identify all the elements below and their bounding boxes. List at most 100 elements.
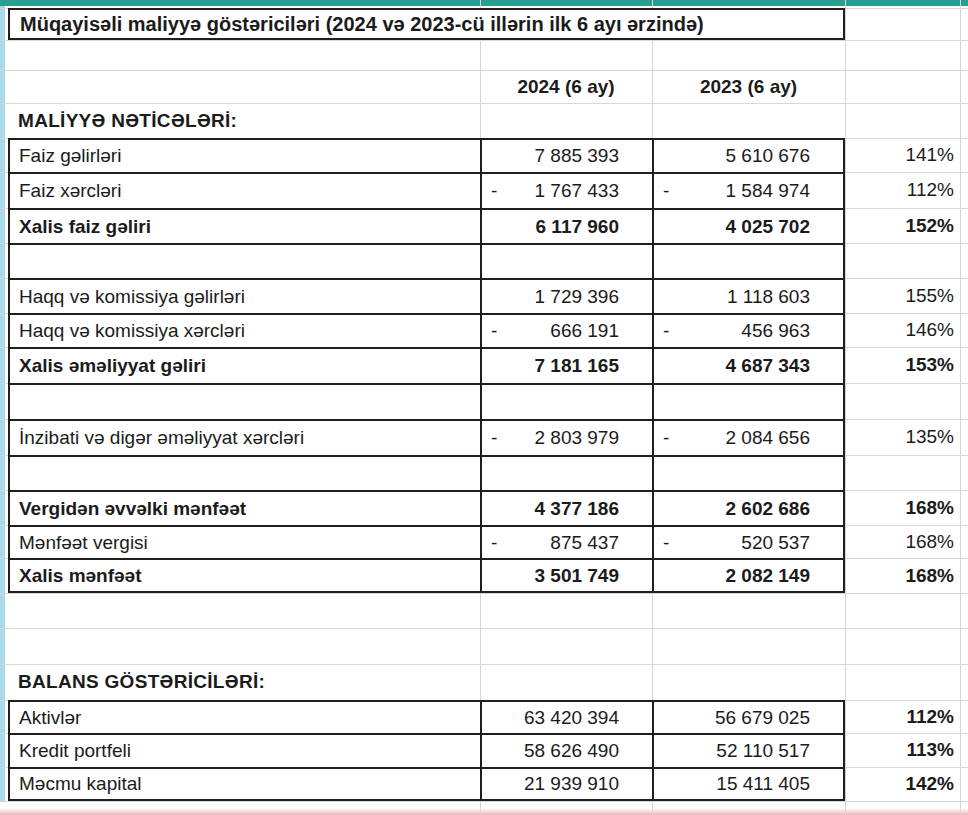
value-text: 4 687 343 xyxy=(725,355,810,377)
cell-2023-value[interactable]: 1 118 603 xyxy=(652,278,845,313)
column-header-2023[interactable]: 2023 (6 ay) xyxy=(652,70,845,103)
minus-sign: - xyxy=(491,180,497,202)
cell-label[interactable]: Xalis əməliyyat gəliri xyxy=(8,347,480,383)
value-text: 2 602 686 xyxy=(725,498,810,520)
value-text: 1 767 433 xyxy=(534,180,619,202)
value-text: 2 084 656 xyxy=(725,427,810,449)
cell-2023-value[interactable]: 2 602 686 xyxy=(652,490,845,525)
value-text: 7 181 165 xyxy=(534,355,619,377)
cell-percent[interactable]: 152% xyxy=(845,208,960,243)
bottom-edge-artifact xyxy=(0,808,968,815)
value-text: 456 963 xyxy=(741,320,810,342)
minus-sign: - xyxy=(491,320,497,342)
cell-percent[interactable]: 146% xyxy=(845,313,960,347)
cell-2023-value[interactable] xyxy=(652,383,845,419)
cell-label[interactable]: Aktivlər xyxy=(8,700,480,733)
cell-2023-value[interactable]: 4 025 702 xyxy=(652,208,845,243)
cell-2023-value[interactable]: 15 411 405 xyxy=(652,767,845,801)
cell-percent[interactable]: 168% xyxy=(845,558,960,593)
cell-label[interactable]: Məcmu kapital xyxy=(8,767,480,801)
cell-percent[interactable]: 113% xyxy=(845,733,960,767)
minus-sign: - xyxy=(663,427,669,449)
section-header[interactable]: BALANS GÖSTƏRİCİLƏRİ: xyxy=(8,664,680,700)
value-text: 56 679 025 xyxy=(715,707,810,729)
value-text: 7 885 393 xyxy=(534,145,619,167)
cell-2023-value[interactable] xyxy=(652,243,845,278)
cell-2023-value[interactable]: - 2 084 656 xyxy=(652,419,845,455)
cell-2024-value[interactable]: -875 437 xyxy=(480,525,652,558)
cell-percent[interactable]: 112% xyxy=(845,172,960,208)
minus-sign: - xyxy=(663,320,669,342)
cell-2024-value[interactable] xyxy=(480,455,652,490)
cell-2023-value[interactable] xyxy=(652,455,845,490)
minus-sign: - xyxy=(663,532,669,554)
cell-2024-value[interactable]: 3 501 749 xyxy=(480,558,652,593)
cell-2023-value[interactable]: 56 679 025 xyxy=(652,700,845,733)
gridline xyxy=(960,0,961,815)
value-text: 58 626 490 xyxy=(524,740,619,762)
table-title: Müqayisəli maliyyə göstəriciləri (2024 v… xyxy=(20,13,704,36)
value-text: 21 939 910 xyxy=(524,773,619,795)
cell-label[interactable] xyxy=(8,383,480,419)
cell-2023-value[interactable]: - 1 584 974 xyxy=(652,172,845,208)
cell-2024-value[interactable]: 63 420 394 xyxy=(480,700,652,733)
cell-2024-value[interactable]: 58 626 490 xyxy=(480,733,652,767)
cell-2024-value[interactable]: 7 181 165 xyxy=(480,347,652,383)
value-text: 52 110 517 xyxy=(716,740,810,762)
value-text: 15 411 405 xyxy=(716,773,810,795)
cell-label[interactable]: Xalis mənfəət xyxy=(8,558,480,593)
spreadsheet-view: Müqayisəli maliyyə göstəriciləri (2024 v… xyxy=(0,0,968,815)
table-title-cell[interactable]: Müqayisəli maliyyə göstəriciləri (2024 v… xyxy=(8,8,845,40)
cell-percent[interactable]: 153% xyxy=(845,347,960,383)
cell-label[interactable]: İnzibati və digər əməliyyat xərcləri xyxy=(8,419,480,455)
value-text: 1 118 603 xyxy=(727,286,810,308)
section-header[interactable]: MALİYYƏ NƏTİCƏLƏRİ: xyxy=(8,103,680,138)
cell-label[interactable]: Haqq və komissiya xərcləri xyxy=(8,313,480,347)
cell-2024-value[interactable] xyxy=(480,243,652,278)
cell-label[interactable] xyxy=(8,243,480,278)
cell-label[interactable]: Faiz gəlirləri xyxy=(8,138,480,172)
cell-2023-value[interactable]: 4 687 343 xyxy=(652,347,845,383)
cell-percent[interactable]: 112% xyxy=(845,700,960,733)
cell-2024-value[interactable]: - 2 803 979 xyxy=(480,419,652,455)
cell-percent[interactable]: 155% xyxy=(845,278,960,313)
cell-2024-value[interactable]: - 1 767 433 xyxy=(480,172,652,208)
cell-label[interactable] xyxy=(8,455,480,490)
cell-label[interactable]: Xalis faiz gəliri xyxy=(8,208,480,243)
cell-2023-value[interactable]: - 456 963 xyxy=(652,313,845,347)
cell-2024-value[interactable]: 6 117 960 xyxy=(480,208,652,243)
value-text: 1 584 974 xyxy=(725,180,810,202)
cell-2023-value[interactable]: 5 610 676 xyxy=(652,138,845,172)
minus-sign: - xyxy=(491,427,497,449)
cell-percent[interactable]: 135% xyxy=(845,419,960,455)
minus-sign: - xyxy=(491,532,497,554)
cell-2024-value[interactable]: -666 191 xyxy=(480,313,652,347)
cell-label[interactable]: Haqq və komissiya gəlirləri xyxy=(8,278,480,313)
value-text: 4 377 186 xyxy=(534,498,619,520)
cell-percent[interactable]: 168% xyxy=(845,490,960,525)
cell-label[interactable]: Mənfəət vergisi xyxy=(8,525,480,558)
cell-2024-value[interactable]: 1 729 396 xyxy=(480,278,652,313)
value-text: 6 117 960 xyxy=(536,216,619,238)
cell-percent[interactable]: 141% xyxy=(845,138,960,172)
value-text: 5 610 676 xyxy=(725,145,810,167)
cell-label[interactable]: Vergidən əvvəlki mənfəət xyxy=(8,490,480,525)
cell-2023-value[interactable]: 52 110 517 xyxy=(652,733,845,767)
minus-sign: - xyxy=(663,180,669,202)
value-text: 2 803 979 xyxy=(534,427,619,449)
cell-2023-value[interactable]: 2 082 149 xyxy=(652,558,845,593)
value-text: 63 420 394 xyxy=(524,707,619,729)
cell-label[interactable]: Faiz xərcləri xyxy=(8,172,480,208)
value-text: 3 501 749 xyxy=(534,565,619,587)
cell-2024-value[interactable]: 4 377 186 xyxy=(480,490,652,525)
cell-percent[interactable]: 168% xyxy=(845,525,960,558)
column-header-2024[interactable]: 2024 (6 ay) xyxy=(480,70,652,103)
cell-2024-value[interactable]: 21 939 910 xyxy=(480,767,652,801)
gridline xyxy=(0,801,968,802)
cell-label[interactable]: Kredit portfeli xyxy=(8,733,480,767)
value-text: 520 537 xyxy=(741,532,810,554)
cell-2024-value[interactable] xyxy=(480,383,652,419)
cell-2024-value[interactable]: 7 885 393 xyxy=(480,138,652,172)
cell-percent[interactable]: 142% xyxy=(845,767,960,801)
cell-2023-value[interactable]: - 520 537 xyxy=(652,525,845,558)
